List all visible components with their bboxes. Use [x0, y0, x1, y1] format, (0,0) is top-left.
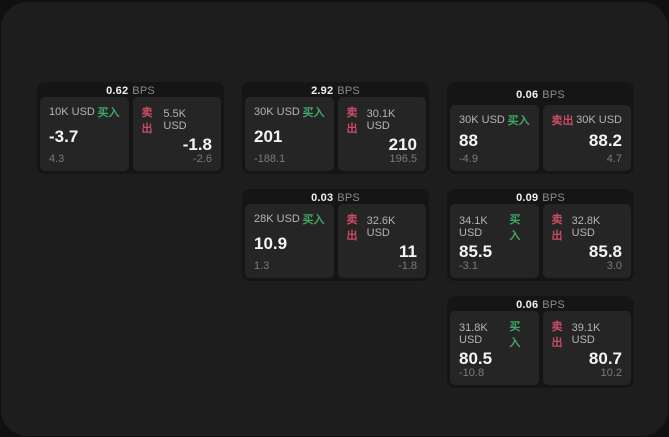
- buy-label: 买入: [509, 214, 521, 242]
- bps-unit-label: BPS: [542, 89, 565, 101]
- buy-size-label: 10K USD: [49, 106, 95, 118]
- buy-panel[interactable]: 34.1K USD 买入 85.5 -3.1: [450, 204, 539, 278]
- buy-price: 10.9: [254, 234, 288, 253]
- sell-size-label: 5.5K USD: [163, 108, 187, 132]
- sell-delta: 4.7: [606, 153, 622, 165]
- buy-price: 85.5: [459, 242, 493, 261]
- buy-delta: -4.9: [459, 153, 478, 165]
- buy-delta: 4.3: [49, 153, 65, 165]
- bps-unit-label: BPS: [542, 192, 565, 204]
- sell-price: 80.7: [588, 349, 622, 368]
- buy-label: 买入: [97, 107, 120, 119]
- bps-unit-label: BPS: [337, 85, 360, 97]
- sell-price: 210: [388, 135, 417, 154]
- buy-price: 201: [254, 127, 283, 146]
- sell-panel[interactable]: 卖出 32.6K USD 11 -1.8: [337, 204, 426, 278]
- bps-header: 0.62 BPS: [40, 85, 221, 97]
- quote-card: 0.06 BPS 30K USD 买入 88 -4.9 卖出 30K USD: [447, 82, 634, 174]
- bps-header: 0.09 BPS: [450, 192, 631, 204]
- bps-header: 0.03 BPS: [245, 192, 426, 204]
- buy-delta: 1.3: [254, 260, 270, 272]
- quote-card: 0.09 BPS 34.1K USD 买入 85.5 -3.1 卖出 32.8K…: [447, 189, 634, 281]
- sell-size-label: 32.8K USD: [571, 215, 601, 239]
- sell-size-label: 30.1K USD: [366, 108, 396, 132]
- bps-value: 0.03: [311, 192, 334, 204]
- buy-delta: -188.1: [254, 153, 286, 165]
- sell-panel[interactable]: 卖出 39.1K USD 80.7 10.2: [542, 311, 631, 385]
- bps-value: 0.06: [516, 89, 539, 101]
- buy-price: 80.5: [459, 349, 493, 368]
- bps-unit-label: BPS: [132, 85, 155, 97]
- buy-panel[interactable]: 28K USD 买入 10.9 1.3: [245, 204, 334, 278]
- sell-label: 卖出: [346, 107, 358, 135]
- bps-value: 0.09: [516, 192, 539, 204]
- buy-panel[interactable]: 10K USD 买入 -3.7 4.3: [40, 97, 129, 171]
- sell-price: -1.8: [182, 135, 212, 154]
- buy-label: 买入: [302, 107, 325, 119]
- sell-price: 85.8: [588, 242, 622, 261]
- buy-price: -3.7: [49, 127, 79, 146]
- sell-label: 卖出: [141, 107, 153, 135]
- quote-grid: 0.62 BPS 10K USD 买入 -3.7 4.3 卖出 5.5K USD: [37, 82, 634, 388]
- bps-header: 0.06 BPS: [450, 85, 631, 105]
- sell-panel[interactable]: 卖出 5.5K USD -1.8 -2.6: [132, 97, 221, 171]
- quote-card: 2.92 BPS 30K USD 买入 201 -188.1 卖出 30.1K …: [242, 82, 429, 174]
- sell-price: 11: [399, 242, 417, 261]
- quote-card: 0.62 BPS 10K USD 买入 -3.7 4.3 卖出 5.5K USD: [37, 82, 224, 174]
- buy-panel[interactable]: 31.8K USD 买入 80.5 -10.8: [450, 311, 539, 385]
- bps-value: 2.92: [311, 85, 334, 97]
- sell-panel[interactable]: 卖出 30.1K USD 210 196.5: [337, 97, 426, 171]
- sell-size-label: 39.1K USD: [571, 322, 601, 346]
- sell-panel[interactable]: 卖出 30K USD 88.2 4.7: [542, 105, 631, 171]
- bps-unit-label: BPS: [542, 299, 565, 311]
- sell-label: 卖出: [551, 321, 563, 349]
- quote-card: 0.03 BPS 28K USD 买入 10.9 1.3 卖出 32.6K US…: [242, 189, 429, 281]
- bps-value: 0.06: [516, 299, 539, 311]
- buy-delta: -3.1: [459, 260, 478, 272]
- quote-card: 0.06 BPS 31.8K USD 买入 80.5 -10.8 卖出 39.1…: [447, 296, 634, 388]
- sell-panel[interactable]: 卖出 32.8K USD 85.8 3.0: [542, 204, 631, 278]
- buy-panel[interactable]: 30K USD 买入 201 -188.1: [245, 97, 334, 171]
- buy-size-label: 30K USD: [459, 114, 505, 126]
- buy-price: 88: [459, 131, 478, 150]
- bps-header: 2.92 BPS: [245, 85, 426, 97]
- sell-delta: 196.5: [389, 153, 417, 165]
- sell-size-label: 32.6K USD: [366, 215, 396, 239]
- sell-label: 卖出: [551, 214, 563, 242]
- buy-size-label: 28K USD: [254, 213, 300, 225]
- sell-label: 卖出: [551, 115, 574, 127]
- buy-delta: -10.8: [459, 367, 485, 379]
- buy-label: 买入: [509, 321, 521, 349]
- bps-unit-label: BPS: [337, 192, 360, 204]
- sell-delta: -2.6: [193, 153, 212, 165]
- buy-panel[interactable]: 30K USD 买入 88 -4.9: [450, 105, 539, 171]
- buy-size-label: 30K USD: [254, 106, 300, 118]
- buy-label: 买入: [507, 115, 530, 127]
- buy-size-label: 31.8K USD: [459, 322, 488, 346]
- bps-header: 0.06 BPS: [450, 299, 631, 311]
- sell-delta: 3.0: [606, 260, 622, 272]
- sell-size-label: 30K USD: [576, 114, 622, 126]
- bps-value: 0.62: [106, 85, 129, 97]
- buy-size-label: 34.1K USD: [459, 215, 488, 239]
- sell-delta: 10.2: [600, 367, 622, 379]
- sell-delta: -1.8: [398, 260, 417, 272]
- sell-price: 88.2: [588, 131, 622, 150]
- buy-label: 买入: [302, 214, 325, 226]
- sell-label: 卖出: [346, 214, 358, 242]
